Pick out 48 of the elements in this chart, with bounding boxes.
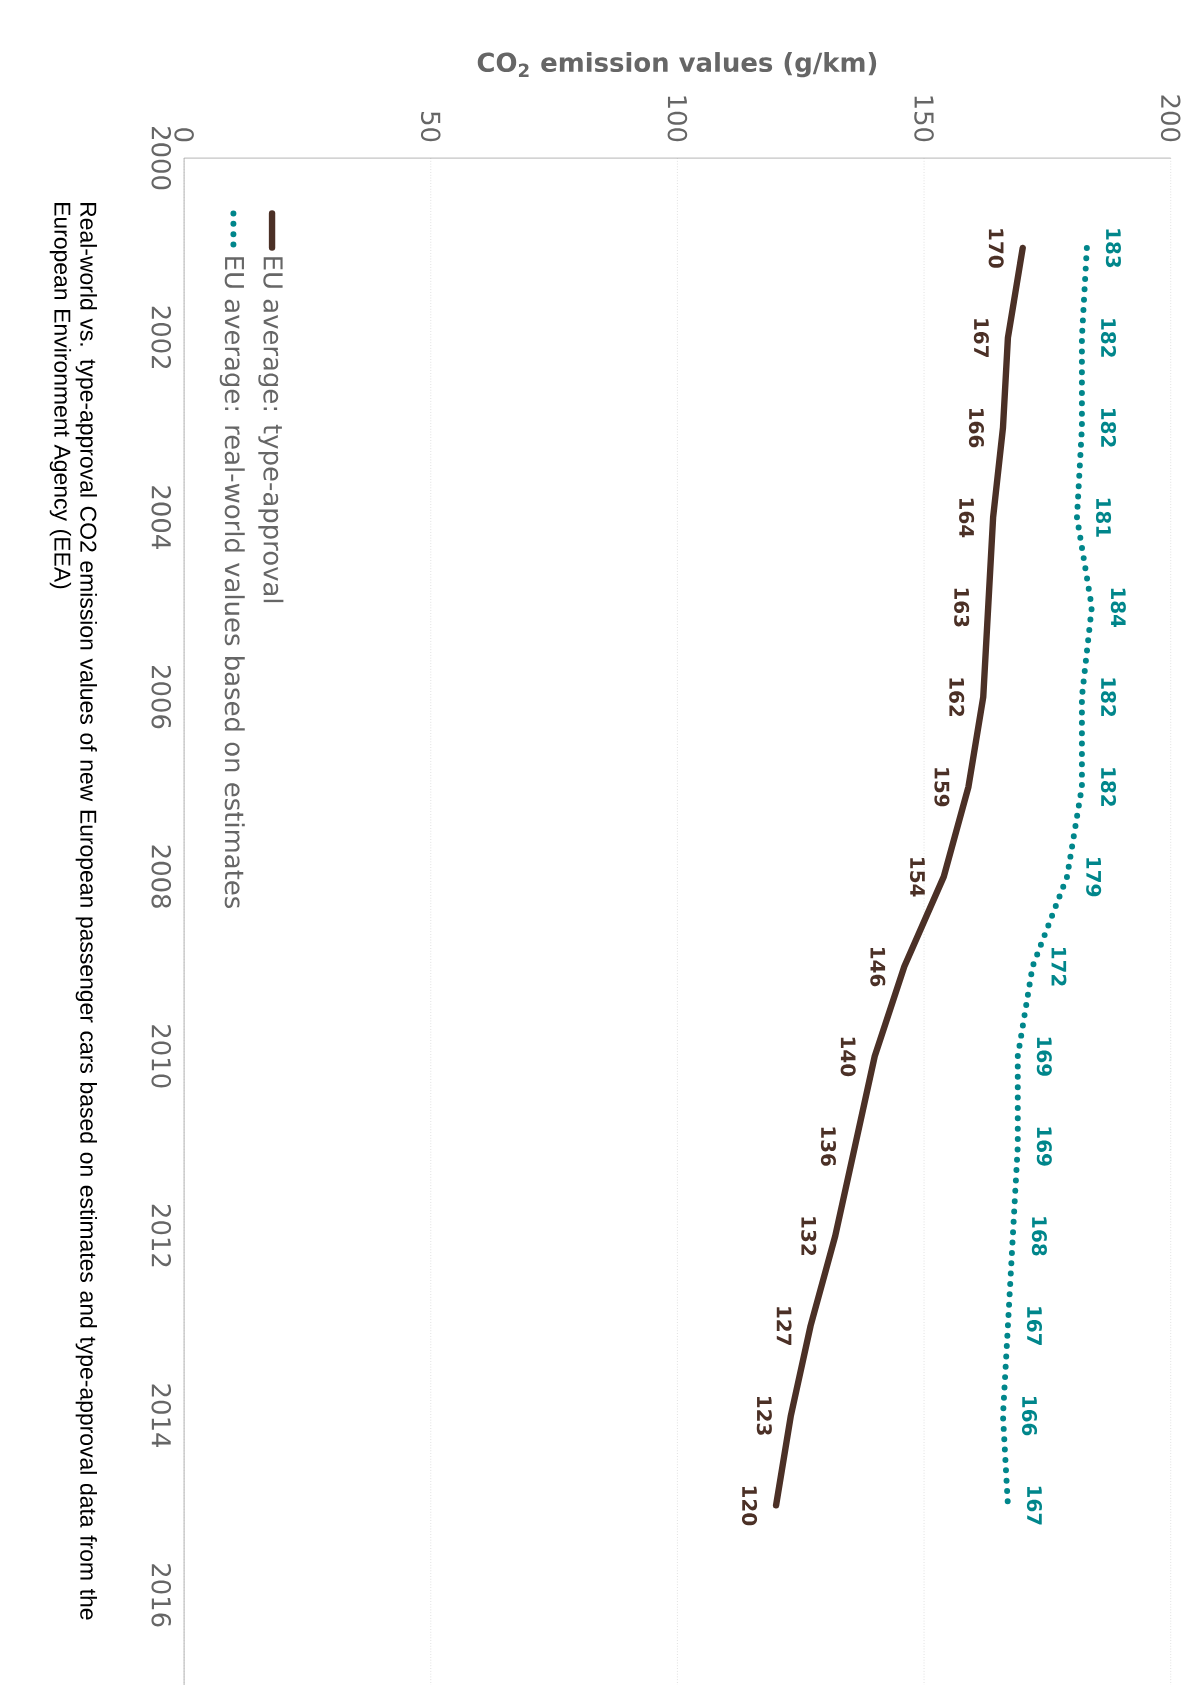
data-label: 140 xyxy=(840,1037,856,1077)
x-tick-label: 150 xyxy=(914,96,934,142)
data-label: 167 xyxy=(1027,1307,1043,1345)
data-label: 163 xyxy=(954,588,970,627)
data-label: 182 xyxy=(1101,768,1117,806)
data-label: 184 xyxy=(1110,588,1127,628)
data-label: 164 xyxy=(959,498,975,538)
data-label: 182 xyxy=(1101,409,1117,447)
x-axis-title: CO$_{2}$ emission values (g/km) xyxy=(477,52,877,78)
data-label: 167 xyxy=(1027,1486,1043,1525)
x-tick-label: 100 xyxy=(667,96,688,142)
data-label: 132 xyxy=(801,1217,817,1255)
data-label: 166 xyxy=(1022,1397,1038,1436)
data-label: 166 xyxy=(969,409,985,448)
data-label: 146 xyxy=(870,947,886,987)
y-tick-label: 2010 xyxy=(151,1025,172,1088)
x-tick-label: 0 xyxy=(174,128,195,142)
x-tick-label: 200 xyxy=(1161,95,1181,142)
y-tick-label: 2000 xyxy=(151,127,172,190)
data-label: 181 xyxy=(1096,498,1112,537)
data-label: 123 xyxy=(756,1397,773,1435)
data-label: 162 xyxy=(949,678,965,717)
data-label: 167 xyxy=(973,319,990,357)
data-label: 127 xyxy=(776,1307,792,1345)
data-label: 154 xyxy=(910,858,925,897)
data-label: 172 xyxy=(1051,947,1067,986)
x-tick-label: 50 xyxy=(421,112,441,142)
y-tick-label: 2008 xyxy=(151,845,172,908)
y-tick-label: 2004 xyxy=(151,486,172,549)
y-tick-label: 2006 xyxy=(151,665,172,729)
y-tick-label: 2012 xyxy=(151,1204,172,1267)
data-label: 182 xyxy=(1101,319,1117,357)
data-label: 170 xyxy=(988,229,1004,268)
y-tick-label: 2016 xyxy=(151,1564,172,1627)
legend-label: EU average: real-world values based on estimates xyxy=(219,257,245,909)
y-tick-label: 2014 xyxy=(151,1384,172,1448)
data-label: 159 xyxy=(934,768,950,807)
data-label: 183 xyxy=(1105,229,1122,268)
data-label: 136 xyxy=(821,1127,837,1166)
data-label: 168 xyxy=(1032,1217,1048,1256)
data-label: 179 xyxy=(1086,858,1102,897)
data-label: 169 xyxy=(1036,1127,1052,1166)
legend-label: EU average: type-approval xyxy=(258,257,284,603)
y-tick-label: 2002 xyxy=(151,306,172,369)
text: Real-world vs. type-approval CO2 emission values of new European passenger cars based on estimates and type-approval data from the European Environment Agency (EEA) xyxy=(49,203,98,1620)
data-label: 182 xyxy=(1101,678,1117,717)
data-label: 169 xyxy=(1036,1037,1052,1076)
data-label: 120 xyxy=(742,1486,758,1526)
